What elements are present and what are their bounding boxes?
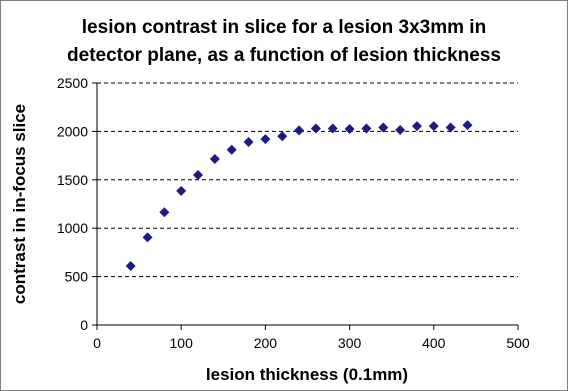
y-tick-label: 0 — [80, 317, 88, 333]
gridlines — [97, 82, 518, 278]
y-tick-label: 1000 — [57, 220, 88, 236]
data-point — [344, 123, 355, 134]
x-tick-label: 0 — [93, 335, 101, 351]
x-tick-label: 100 — [170, 335, 194, 351]
chart-title-line-1: lesion contrast in slice for a lesion 3x… — [81, 17, 487, 38]
y-axis-ticks: 0 500 1000 1500 2000 2500 — [57, 75, 97, 333]
data-point — [378, 122, 389, 133]
x-tick-label: 200 — [254, 335, 278, 351]
data-point — [395, 124, 406, 135]
data-point — [176, 185, 187, 196]
y-axis-label: contrast in in-focus slice — [10, 104, 29, 304]
data-point — [310, 123, 321, 134]
data-points — [125, 120, 473, 271]
data-point — [226, 144, 237, 155]
y-tick-label: 500 — [65, 269, 89, 285]
data-point — [411, 121, 422, 132]
data-point — [462, 120, 473, 131]
chart-title: lesion contrast in slice for a lesion 3x… — [0, 14, 568, 70]
data-point — [159, 207, 170, 218]
x-axis-ticks: 0 100 200 300 400 500 — [93, 325, 530, 351]
x-tick-label: 300 — [338, 335, 362, 351]
data-point — [125, 260, 136, 271]
data-point — [294, 125, 305, 136]
chart-title-line-2: detector plane, as a function of lesion … — [67, 45, 501, 66]
data-point — [209, 153, 220, 164]
axes — [96, 83, 518, 326]
data-point — [142, 232, 153, 243]
x-tick-label: 400 — [422, 335, 446, 351]
y-tick-label: 1500 — [57, 172, 88, 188]
data-point — [445, 122, 456, 133]
data-point — [277, 131, 288, 142]
data-point — [361, 123, 372, 134]
data-point — [193, 169, 204, 180]
data-point — [327, 123, 338, 134]
data-point — [243, 137, 254, 148]
data-point — [428, 121, 439, 132]
data-point — [260, 134, 271, 145]
y-tick-label: 2500 — [57, 75, 88, 91]
x-tick-label: 500 — [506, 335, 530, 351]
y-tick-label: 2000 — [57, 123, 88, 139]
x-axis-label: lesion thickness (0.1mm) — [206, 365, 408, 384]
